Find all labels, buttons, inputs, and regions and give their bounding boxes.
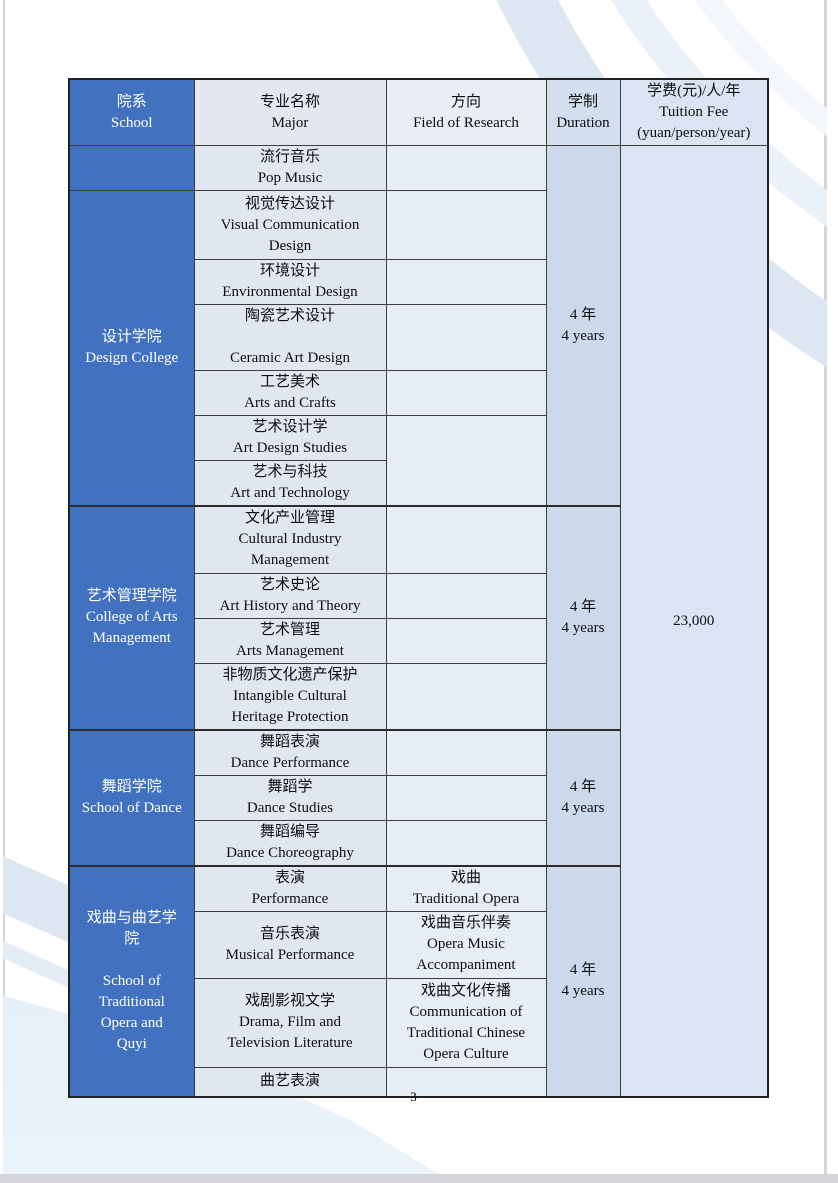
cell-school-arts-management: 艺术管理学院 College of Arts Management	[68, 505, 195, 730]
cell-duration-dance-block: 4 年 4 years	[545, 728, 621, 866]
tuition-table: 院系 School 专业名称 Major 方向 Field of Researc…	[68, 78, 769, 1098]
header-cell-field: 方向 Field of Research	[385, 78, 547, 146]
cell-field-empty	[385, 728, 547, 776]
cell-major-environmental-design: 环境设计 Environmental Design	[193, 259, 387, 305]
header-cell-major: 专业名称 Major	[193, 78, 387, 146]
page-edge-right	[824, 0, 827, 1174]
cell-major-musical-performance: 音乐表演 Musical Performance	[193, 910, 387, 979]
cell-field-opera-culture-communication: 戏曲文化传播 Communication of Traditional Chin…	[385, 977, 547, 1068]
cell-major-dance-performance: 舞蹈表演 Dance Performance	[193, 728, 387, 776]
cell-field-empty	[385, 145, 547, 191]
cell-duration-opera-block: 4 年 4 years	[545, 864, 621, 1098]
header-cell-tuition: 学费(元)/人/年 Tuition Fee (yuan/person/year)	[619, 78, 769, 146]
cell-school-dance: 舞蹈学院 School of Dance	[68, 728, 195, 866]
cell-major-art-and-technology: 艺术与科技 Art and Technology	[193, 460, 387, 507]
cell-major-art-history: 艺术史论 Art History and Theory	[193, 572, 387, 619]
cell-field-empty	[385, 370, 547, 416]
cell-field-empty	[385, 190, 547, 260]
cell-field-empty	[385, 819, 547, 866]
cell-field-empty	[385, 1066, 547, 1098]
cell-field-opera-music-accompaniment: 戏曲音乐伴奏 Opera Music Accompaniment	[385, 910, 547, 979]
page-number: 3	[410, 1089, 417, 1104]
cell-field-empty	[385, 415, 547, 507]
cell-school-opera-quyi: 戏曲与曲艺学 院 School of Traditional Opera and…	[68, 864, 195, 1098]
cell-duration-design-block: 4 年 4 years	[545, 145, 621, 507]
header-cell-duration: 学制 Duration	[545, 78, 621, 146]
cell-field-empty	[385, 774, 547, 821]
cell-major-dance-choreography: 舞蹈编导 Dance Choreography	[193, 819, 387, 866]
cell-field-empty	[385, 505, 547, 574]
cell-school-design-college: 设计学院 Design College	[68, 190, 195, 507]
cell-major-art-design-studies: 艺术设计学 Art Design Studies	[193, 415, 387, 461]
page-edge-left	[3, 0, 5, 1174]
cell-major-visual-communication: 视觉传达设计 Visual Communication Design	[193, 190, 387, 260]
cell-major-performance: 表演 Performance	[193, 864, 387, 912]
cell-major-intangible-heritage: 非物质文化遗产保护 Intangible Cultural Heritage P…	[193, 662, 387, 730]
cell-duration-arts-mgmt-block: 4 年 4 years	[545, 505, 621, 730]
cell-major-cultural-industry: 文化产业管理 Cultural Industry Management	[193, 505, 387, 574]
cell-field-empty	[385, 572, 547, 619]
page-edge-bottom	[0, 1174, 838, 1183]
cell-major-quyi-performance: 曲艺表演	[193, 1066, 387, 1098]
cell-major-arts-and-crafts: 工艺美术 Arts and Crafts	[193, 370, 387, 416]
cell-major-pop-music: 流行音乐 Pop Music	[193, 145, 387, 191]
cell-field-traditional-opera: 戏曲 Traditional Opera	[385, 864, 547, 912]
cell-major-drama-film-tv: 戏剧影视文学 Drama, Film and Television Litera…	[193, 977, 387, 1068]
cell-field-empty	[385, 304, 547, 371]
cell-field-empty	[385, 259, 547, 305]
cell-field-empty	[385, 617, 547, 664]
header-cell-school: 院系 School	[68, 78, 195, 146]
tuition-table-container: 院系 School 专业名称 Major 方向 Field of Researc…	[68, 78, 769, 1098]
cell-major-arts-management: 艺术管理 Arts Management	[193, 617, 387, 664]
cell-tuition-all: 23,000	[619, 145, 769, 1098]
cell-major-dance-studies: 舞蹈学 Dance Studies	[193, 774, 387, 821]
cell-field-empty	[385, 662, 547, 730]
cell-major-ceramic-art-design: 陶瓷艺术设计 Ceramic Art Design	[193, 304, 387, 371]
cell-school-continuation	[68, 145, 195, 191]
